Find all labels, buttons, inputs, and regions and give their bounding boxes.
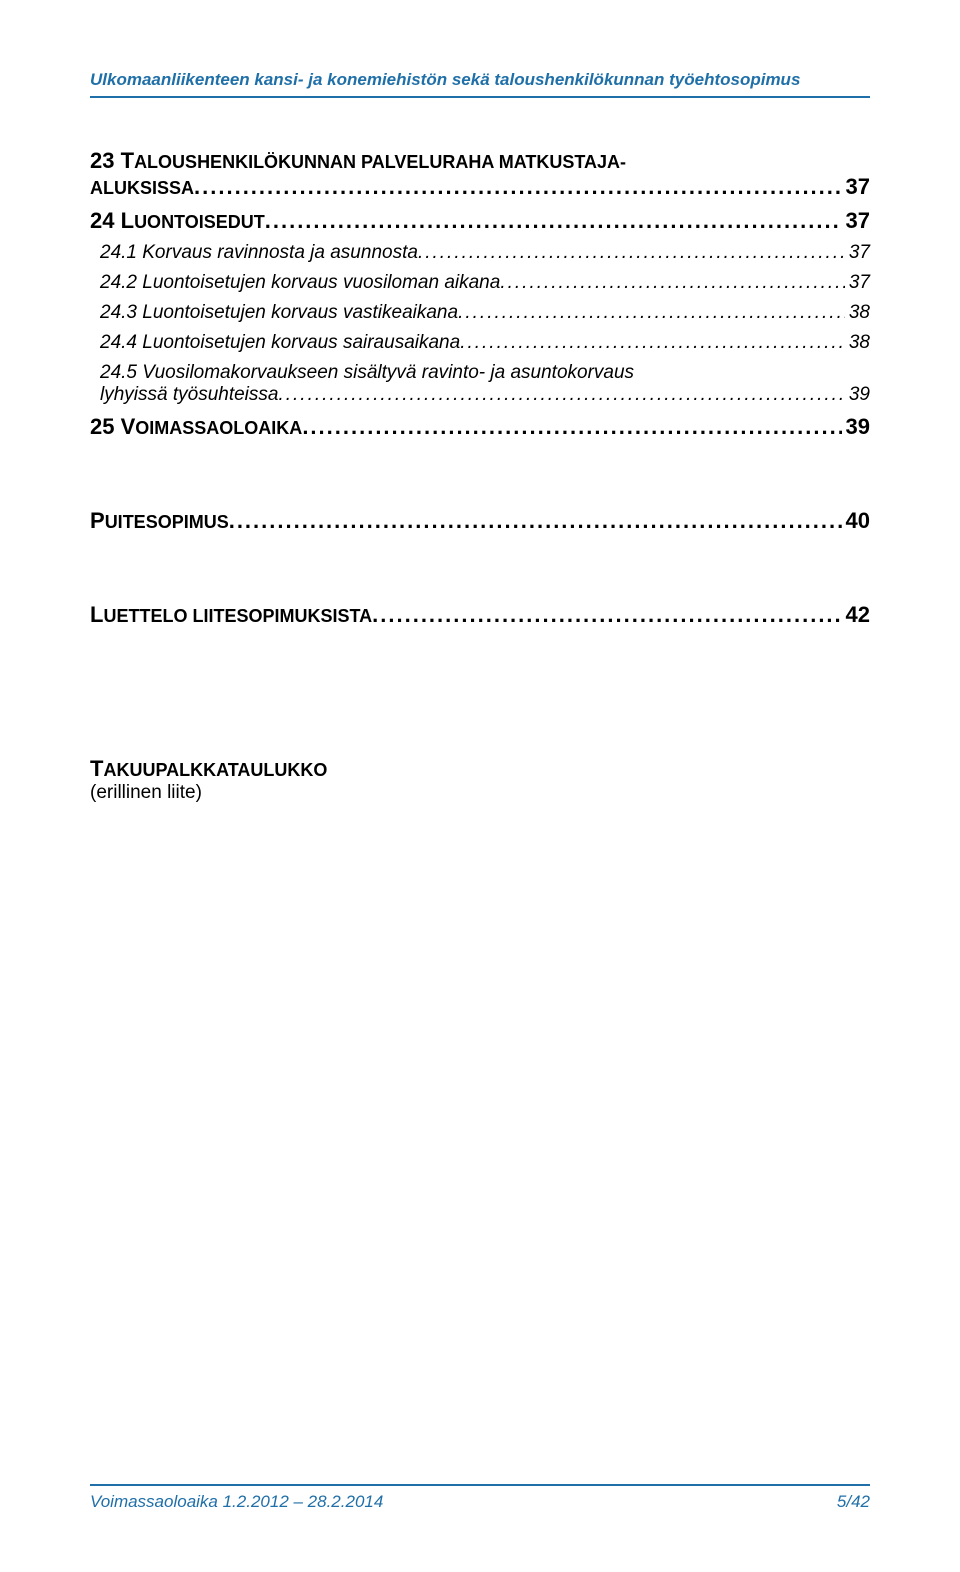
toc-25-rest: OIMASSAOLOAIKA [135, 418, 302, 438]
toc-25-initial: V [121, 414, 136, 439]
toc-luettelo-initial: L [90, 602, 103, 627]
toc-entry-24: 24 LUONTOISEDUT 37 [90, 208, 870, 234]
toc-23-rest2: ALUKSISSA [90, 178, 194, 199]
toc-sub-label: 24.2 Luontoisetujen korvaus vuosiloman a… [100, 272, 500, 294]
toc-23-initial: T [121, 148, 134, 173]
toc-entry-takuu: TAKUUPALKKATAULUKKO [90, 756, 870, 782]
toc-entry-24-3: 24.3 Luontoisetujen korvaus vastikeaikan… [100, 302, 870, 324]
toc-24-num: 24 [90, 208, 114, 233]
toc-leader [460, 332, 845, 354]
toc-puite-page: 40 [842, 508, 870, 534]
header-title: Ulkomaanliikenteen kansi- ja konemiehist… [90, 70, 800, 89]
toc-23-num: 23 [90, 148, 114, 173]
page-footer: Voimassaoloaika 1.2.2012 – 28.2.2014 5/4… [90, 1484, 870, 1512]
toc-takuu-paren: (erillinen liite) [90, 782, 870, 804]
toc-24-rest: UONTOISEDUT [134, 212, 265, 232]
toc-entry-24-4: 24.4 Luontoisetujen korvaus sairausaikan… [100, 332, 870, 354]
toc-leader [278, 384, 844, 406]
toc-sub-page: 37 [845, 242, 870, 264]
toc-sub-page: 38 [845, 302, 870, 324]
toc-24-page: 37 [842, 208, 870, 234]
toc-24-initial: L [121, 208, 134, 233]
toc-leader [194, 174, 842, 200]
toc-leader [302, 414, 841, 440]
toc-sub-label: 24.3 Luontoisetujen korvaus vastikeaikan… [100, 302, 458, 324]
toc-takuu-rest: AKUUPALKKATAULUKKO [103, 760, 327, 780]
toc-entry-25: 25 VOIMASSAOLOAIKA 39 [90, 414, 870, 440]
toc-luettelo-page: 42 [842, 602, 870, 628]
toc-sub-page: 39 [845, 384, 870, 406]
toc-sub-label: 24.1 Korvaus ravinnosta ja asunnosta [100, 242, 418, 264]
page-header: Ulkomaanliikenteen kansi- ja konemiehist… [90, 70, 870, 98]
toc-23-rest1: ALOUSHENKILÖKUNNAN PALVELURAHA MATKUSTAJ… [134, 152, 620, 172]
toc-leader [418, 242, 845, 264]
toc-sub-page: 37 [845, 272, 870, 294]
toc-leader [500, 272, 845, 294]
toc-entry-24-1: 24.1 Korvaus ravinnosta ja asunnosta 37 [100, 242, 870, 264]
toc-leader [458, 302, 845, 324]
footer-right: 5/42 [837, 1492, 870, 1512]
toc-leader [229, 508, 842, 534]
toc-takuu-initial: T [90, 756, 103, 781]
toc-leader [265, 208, 842, 234]
toc-25-page: 39 [842, 414, 870, 440]
toc-sub-page: 38 [845, 332, 870, 354]
footer-left: Voimassaoloaika 1.2.2012 – 28.2.2014 [90, 1492, 383, 1512]
toc-puite-initial: P [90, 508, 105, 533]
toc-puite-rest: UITESOPIMUS [105, 512, 229, 532]
toc-sub-label-line2: lyhyissä työsuhteissa [100, 384, 278, 406]
toc-23-page: 37 [842, 174, 870, 200]
toc-sub-label: 24.4 Luontoisetujen korvaus sairausaikan… [100, 332, 460, 354]
toc-leader [372, 602, 841, 628]
toc-entry-luettelo: LUETTELO LIITESOPIMUKSISTA 42 [90, 602, 870, 628]
toc-entry-23: 23 TALOUSHENKILÖKUNNAN PALVELURAHA MATKU… [90, 148, 870, 200]
toc-luettelo-rest: UETTELO LIITESOPIMUKSISTA [103, 606, 372, 626]
toc-25-num: 25 [90, 414, 114, 439]
toc-entry-24-5: 24.5 Vuosilomakorvaukseen sisältyvä ravi… [100, 362, 870, 406]
toc-entry-puitesopimus: PUITESOPIMUS 40 [90, 508, 870, 534]
toc-entry-24-2: 24.2 Luontoisetujen korvaus vuosiloman a… [100, 272, 870, 294]
toc-sub-label-line1: 24.5 Vuosilomakorvaukseen sisältyvä ravi… [100, 362, 870, 384]
